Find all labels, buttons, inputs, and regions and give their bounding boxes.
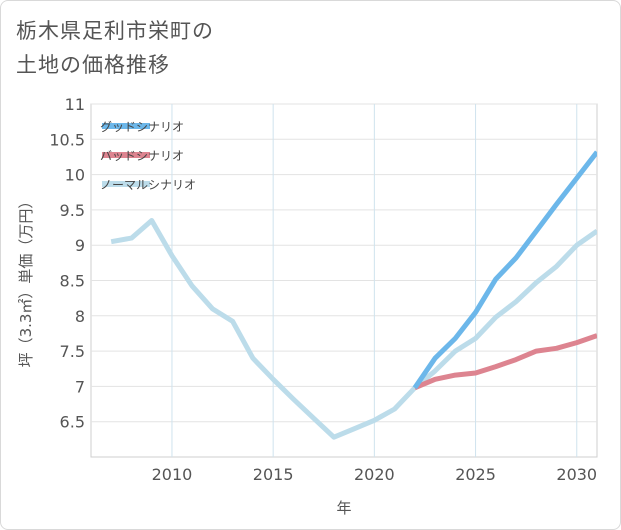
y-tick-label: 11 [65,95,85,114]
series-lines [110,150,597,440]
y-tick-label: 10.5 [49,130,85,149]
y-tick-label: 9.5 [60,201,85,220]
x-tick-label: 2015 [253,465,294,484]
x-axis-label: 年 [336,499,351,517]
y-tick-label: 8 [75,307,85,326]
legend-label-0: グッドシナリオ [100,120,184,134]
x-tick-label: 2030 [556,465,597,484]
series-line-1 [413,333,597,391]
y-tick-label: 9 [75,236,85,255]
x-tick-label: 2025 [455,465,496,484]
y-tick-labels: 6.5 7 7.5 8 8.5 9 9.5 10 10.5 11 [49,95,85,432]
y-tick-label: 6.5 [60,413,85,432]
grid-lines [91,103,597,457]
title-line-2: 土地の価格推移 [16,53,170,77]
x-tick-labels: 2010 2015 2020 2025 2030 [152,465,598,484]
chart-title: 栃木県足利市栄町の 土地の価格推移 [16,14,316,82]
x-tick-label: 2010 [152,465,193,484]
series-line-2 [110,218,597,440]
y-axis-label: 坪（3.3㎡）単価（万円） [17,194,35,368]
title-line-1: 栃木県足利市栄町の [16,19,214,43]
legend-label-1: バッドシナリオ [100,149,184,163]
y-tick-label: 8.5 [60,272,85,291]
y-tick-label: 7.5 [60,342,85,361]
series-line-0 [412,150,597,390]
y-tick-label: 7 [75,377,85,396]
legend-label-2: ノーマルシナリオ [100,178,196,192]
x-tick-label: 2020 [354,465,395,484]
y-tick-label: 10 [65,166,85,185]
